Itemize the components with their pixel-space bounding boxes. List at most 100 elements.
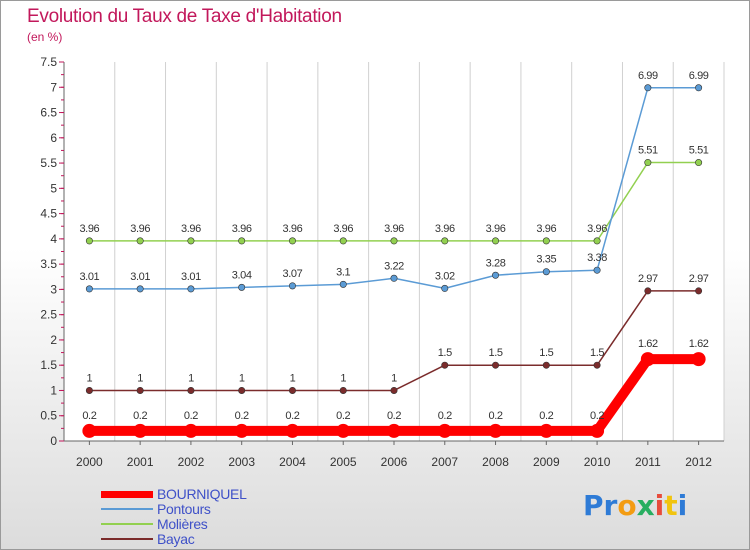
data-point — [492, 237, 500, 245]
data-label: 3.96 — [130, 223, 150, 235]
data-point — [85, 386, 93, 394]
data-label: 6.99 — [689, 70, 709, 82]
data-point — [437, 423, 452, 438]
data-point — [539, 423, 554, 438]
x-tick-label: 2011 — [635, 455, 661, 469]
data-label: 3.28 — [486, 257, 506, 269]
legend-swatch-molieres — [101, 523, 153, 525]
y-tick-label: 7.5 — [40, 55, 57, 69]
data-label: 0.2 — [387, 410, 401, 422]
data-label: 3.01 — [130, 271, 150, 283]
data-point — [644, 84, 652, 92]
data-point — [339, 237, 347, 245]
data-point — [441, 237, 449, 245]
data-label: 3.96 — [486, 223, 506, 235]
data-label: 5.51 — [638, 145, 658, 157]
data-label: 3.96 — [333, 223, 353, 235]
x-tick-label: 2002 — [178, 455, 205, 469]
data-label: 3.01 — [79, 271, 99, 283]
data-point — [593, 237, 601, 245]
x-tick-label: 2001 — [127, 455, 154, 469]
x-tick-label: 2012 — [685, 455, 712, 469]
y-tick-label: 3 — [50, 282, 57, 296]
x-tick-label: 2006 — [381, 455, 408, 469]
data-point — [695, 84, 703, 92]
y-tick-label: 4.5 — [40, 207, 57, 221]
y-tick-label: 0.5 — [40, 409, 57, 423]
legend-label-bourniquel: BOURNIQUEL — [157, 486, 247, 502]
data-point — [590, 423, 605, 438]
y-tick-label: 7 — [50, 80, 57, 94]
x-tick-label: 2004 — [279, 455, 306, 469]
data-point — [593, 266, 601, 274]
logo-letter: o — [617, 489, 637, 522]
data-point — [238, 386, 246, 394]
x-tick-label: 2003 — [228, 455, 255, 469]
y-tick-label: 0 — [50, 434, 57, 448]
data-label: 5.51 — [689, 145, 709, 157]
data-point — [492, 361, 500, 369]
legend-swatch-pontours — [101, 508, 153, 510]
data-label: 0.2 — [285, 410, 299, 422]
data-label: 0.2 — [235, 410, 249, 422]
data-point — [85, 285, 93, 293]
data-point — [238, 237, 246, 245]
data-point — [285, 423, 300, 438]
data-point — [187, 285, 195, 293]
y-tick-label: 6.5 — [40, 106, 57, 120]
data-label: 1.62 — [689, 338, 709, 350]
data-label: 2.97 — [689, 273, 709, 285]
logo-letter: r — [603, 489, 618, 522]
data-point — [488, 423, 503, 438]
logo-letter: x — [636, 489, 655, 522]
y-tick-label: 1.5 — [40, 358, 57, 372]
data-label: 3.01 — [181, 271, 201, 283]
data-label: 3.96 — [283, 223, 303, 235]
data-point — [183, 423, 198, 438]
data-point — [691, 352, 706, 367]
data-point — [336, 423, 351, 438]
logo-letter: i — [677, 489, 688, 522]
data-label: 1 — [290, 372, 296, 384]
data-point — [288, 237, 296, 245]
data-label: 3.38 — [587, 252, 607, 264]
x-tick-label: 2009 — [533, 455, 560, 469]
legend-label-molieres: Molières — [157, 516, 208, 532]
data-point — [390, 386, 398, 394]
data-point — [288, 282, 296, 290]
y-tick-label: 5.5 — [40, 156, 57, 170]
logo-letter: P — [583, 489, 604, 522]
x-tick-label: 2010 — [584, 455, 611, 469]
data-point — [441, 284, 449, 292]
data-label: 0.2 — [539, 410, 553, 422]
data-label: 3.96 — [536, 223, 556, 235]
data-label: 6.99 — [638, 70, 658, 82]
data-label: 1.5 — [488, 347, 502, 359]
y-tick-label: 3.5 — [40, 257, 57, 271]
data-point — [542, 361, 550, 369]
data-label: 1 — [87, 372, 93, 384]
chart-title: Evolution du Taux de Taxe d'Habitation — [27, 6, 342, 27]
data-label: 1.5 — [590, 347, 604, 359]
unit-label: (en %) — [27, 30, 63, 44]
data-label: 0.2 — [82, 410, 96, 422]
data-label: 3.96 — [587, 223, 607, 235]
plot-area — [64, 62, 724, 441]
data-label: 3.07 — [283, 268, 303, 280]
data-point — [187, 386, 195, 394]
data-label: 1.62 — [638, 338, 658, 350]
data-label: 3.96 — [79, 223, 99, 235]
data-point — [441, 361, 449, 369]
data-point — [593, 361, 601, 369]
data-label: 3.1 — [336, 266, 350, 278]
data-label: 0.2 — [488, 410, 502, 422]
data-point — [542, 268, 550, 276]
data-label: 0.2 — [133, 410, 147, 422]
proxiti-logo: Proxiti — [583, 489, 687, 522]
data-point — [492, 271, 500, 279]
data-label: 1 — [239, 372, 245, 384]
data-point — [288, 386, 296, 394]
y-tick-label: 5 — [50, 181, 57, 195]
